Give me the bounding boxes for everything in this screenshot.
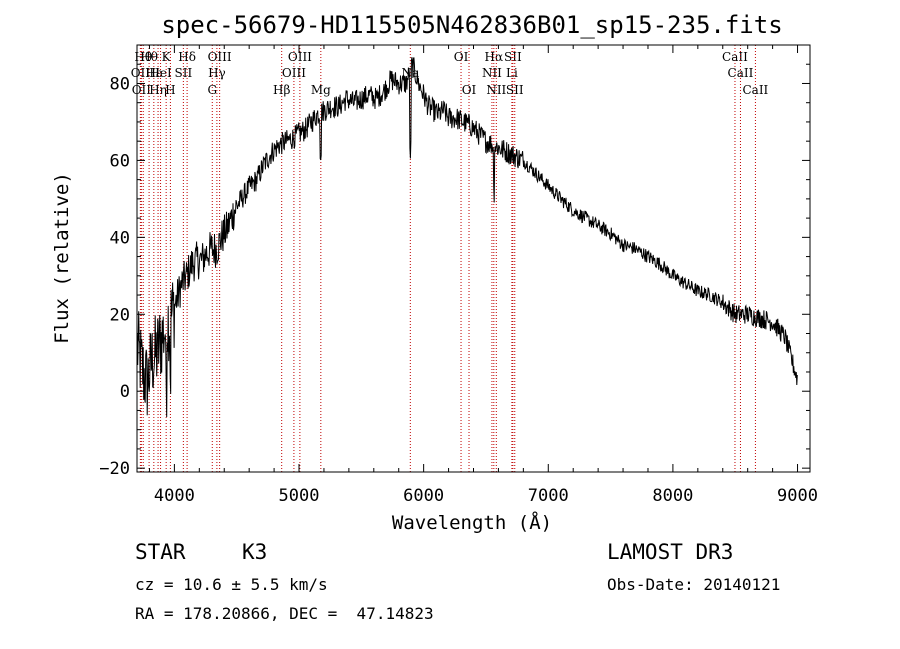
observation-date: Obs-Date: 20140121 <box>607 575 781 594</box>
spectral-line-label: G <box>207 83 217 97</box>
spectral-line-label: CaII <box>728 66 754 80</box>
spectral-line-label: K <box>162 50 172 64</box>
y-tick-label: 0 <box>120 382 130 402</box>
spectral-line-label: NII <box>482 66 502 80</box>
spectral-line-label: Hβ <box>273 83 290 97</box>
x-tick-label: 5000 <box>279 486 320 506</box>
spectral-line-label: SII <box>175 66 193 80</box>
redshift-value: cz = 10.6 ± 5.5 km/s <box>135 575 328 594</box>
y-tick-label: 40 <box>110 228 130 248</box>
x-axis-label: Wavelength (Å) <box>392 511 552 534</box>
spectral-line-label: Li <box>506 66 518 80</box>
object-subclass: K3 <box>242 540 268 564</box>
x-tick-label: 9000 <box>777 486 818 506</box>
y-tick-label: 60 <box>110 151 130 171</box>
spectral-line-label: OIII <box>282 66 306 80</box>
spectral-line-label: SII <box>504 50 522 64</box>
coordinates: RA = 178.20866, DEC = 47.14823 <box>135 604 434 623</box>
spectral-line-label: OIII <box>288 50 312 64</box>
spectral-line-label: Hα <box>485 50 504 64</box>
y-axis-label: Flux (relative) <box>51 172 73 344</box>
spectral-line-label: Hη <box>149 83 167 97</box>
spectral-line-label: OIII <box>208 50 232 64</box>
x-tick-label: 6000 <box>403 486 444 506</box>
spectral-line-label: Hθ <box>134 50 152 64</box>
spectrum-line <box>136 57 798 418</box>
plot-frame <box>136 44 811 473</box>
x-axis-ticks: 4000 5000 6000 7000 8000 9000 <box>148 45 818 506</box>
x-tick-label: 8000 <box>652 486 693 506</box>
spectrum-series <box>136 57 798 418</box>
spectral-line-label: Hδ <box>178 50 196 64</box>
spectral-line-label: CaII <box>722 50 748 64</box>
spectral-line-label: HeI <box>149 66 172 80</box>
spectral-line-label: OI <box>462 83 477 97</box>
y-tick-label: 20 <box>110 305 130 325</box>
spectral-line-label: SII <box>506 83 524 97</box>
x-tick-label: 4000 <box>154 486 195 506</box>
object-class: STAR <box>135 540 186 564</box>
spectral-line-label: H <box>165 83 175 97</box>
spectral-line-label: Hγ <box>208 66 226 80</box>
y-tick-label: −20 <box>99 459 130 479</box>
y-tick-label: 80 <box>110 74 130 94</box>
survey-name: LAMOST DR3 <box>607 540 734 564</box>
y-axis-ticks: −20 0 20 40 60 80 <box>99 63 810 479</box>
spectral-line-label: OI <box>454 50 469 64</box>
chart-title: spec-56679-HD115505N462836B01_sp15-235.f… <box>161 11 782 39</box>
x-tick-label: 7000 <box>528 486 569 506</box>
spectral-line-label: Hθ <box>140 50 158 64</box>
spectral-line-label: Mg <box>311 83 331 97</box>
spectral-line-label: CaII <box>742 83 768 97</box>
spectral-line-label: NII <box>486 83 506 97</box>
spectral-line-label: OII <box>131 66 151 80</box>
